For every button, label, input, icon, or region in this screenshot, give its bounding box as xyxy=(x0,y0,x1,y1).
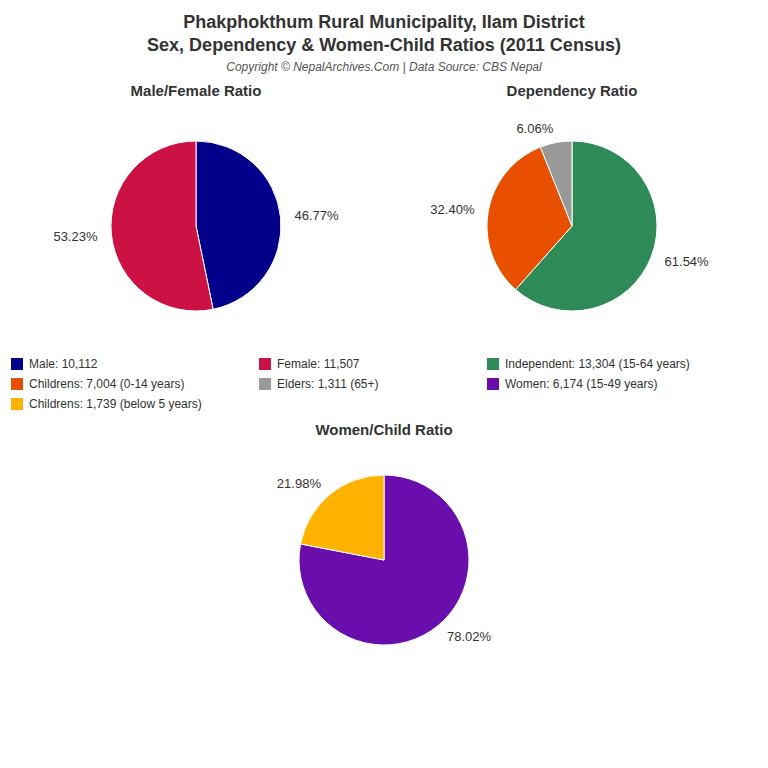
svg-text:32.40%: 32.40% xyxy=(430,202,475,217)
svg-text:53.23%: 53.23% xyxy=(53,229,98,244)
svg-text:21.98%: 21.98% xyxy=(277,476,322,491)
html-text:Independent: 13,304 (15-64 yea: Independent: 13,304 (15-64 years) xyxy=(505,357,690,371)
svg-text:78.02%: 78.02% xyxy=(447,629,492,644)
html-text:Women/Child Ratio: Women/Child Ratio xyxy=(315,421,453,438)
html-text:Elders: 1,311 (65+): Elders: 1,311 (65+) xyxy=(277,377,379,391)
html-text:Male: 10,112: Male: 10,112 xyxy=(29,357,98,371)
html-text:Childrens: 1,739 (below 5 year: Childrens: 1,739 (below 5 years) xyxy=(29,397,202,411)
svg-text:61.54%: 61.54% xyxy=(665,254,710,269)
html-text:Female: 11,507: Female: 11,507 xyxy=(277,357,360,371)
html-text:Copyright © NepalArchives.Com: Copyright © NepalArchives.Com | Data Sou… xyxy=(226,60,542,74)
html-text:Sex, Dependency & Women-Child: Sex, Dependency & Women-Child Ratios (20… xyxy=(147,35,621,55)
html-text:Dependency Ratio: Dependency Ratio xyxy=(506,82,638,99)
html-text:Male/Female Ratio: Male/Female Ratio xyxy=(130,82,262,99)
svg-text:6.06%: 6.06% xyxy=(516,121,553,136)
html-text:Childrens: 7,004 (0-14 years): Childrens: 7,004 (0-14 years) xyxy=(29,377,185,391)
html-text:Women: 6,174 (15-49 years): Women: 6,174 (15-49 years) xyxy=(505,377,658,391)
html-text:Phakphokthum Rural Municipalit: Phakphokthum Rural Municipality, Ilam Di… xyxy=(183,12,585,32)
svg-text:46.77%: 46.77% xyxy=(294,208,339,223)
